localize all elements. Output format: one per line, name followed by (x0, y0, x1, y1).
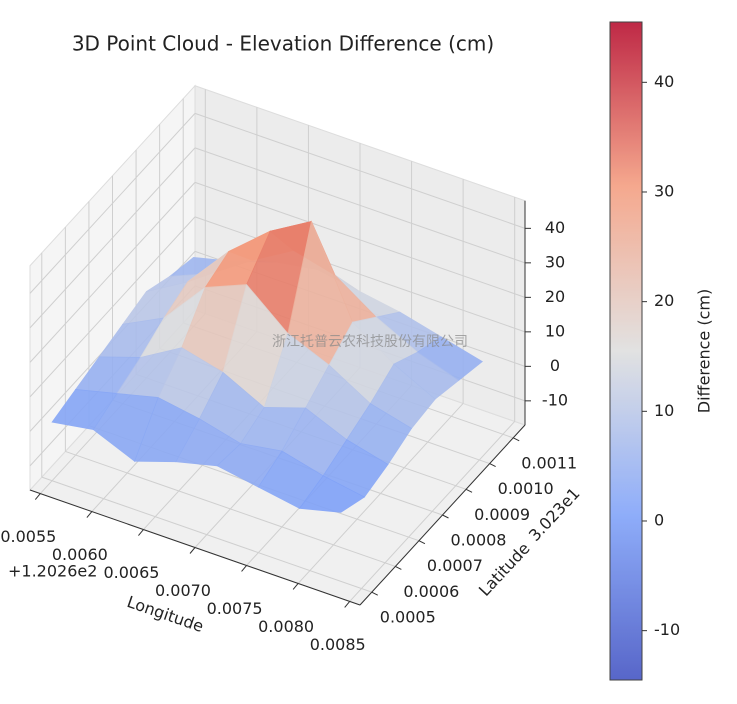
z-grid-line (194, 181, 526, 298)
x-tick-label: 0.0070 (155, 581, 211, 600)
z-grid-line (29, 113, 196, 294)
x-tick (292, 583, 299, 590)
colorbar-tick-label: 0 (654, 510, 664, 529)
z-tick-label: 40 (545, 218, 565, 237)
x-tick (241, 565, 247, 572)
y-tick-label: 0.0009 (474, 505, 530, 524)
y-tick (512, 437, 520, 442)
z-tick-label: 30 (545, 252, 565, 271)
x-tick-label: 0.0055 (0, 527, 56, 546)
x-axis (29, 489, 361, 606)
colorbar-tick-label: 40 (654, 72, 674, 91)
y-tick (489, 463, 496, 468)
watermark: 浙江托普云农科技股份有限公司 (272, 334, 468, 350)
x-tick-label: 0.0075 (207, 599, 263, 618)
x-tick (344, 601, 351, 608)
colorbar-tick-label: 20 (654, 291, 674, 310)
z-grid-line (194, 112, 526, 229)
x-tick-label: 0.0085 (310, 635, 366, 654)
y-tick (465, 488, 473, 493)
y-tick (418, 540, 426, 545)
y-tick (442, 514, 449, 519)
y-tick-label: 0.0008 (451, 531, 507, 550)
z-tick-label: 0 (550, 356, 560, 375)
z-tick-label: -10 (542, 390, 568, 409)
y-tick-label: 0.0006 (403, 582, 459, 601)
z-grid-line (194, 216, 526, 333)
x-offset-label: +1.2026e2 (8, 562, 97, 581)
colorbar-label: Difference (cm) (695, 289, 714, 413)
surface-patch (298, 475, 366, 513)
y-tick-label: 0.0011 (521, 453, 577, 472)
z-grid-line (194, 147, 526, 264)
y-grid-line (41, 476, 372, 593)
x-tick (86, 511, 93, 518)
y-tick-label: 0.0010 (498, 479, 554, 498)
z-tick-label: 10 (545, 321, 565, 340)
x-tick-label: 0.0060 (52, 545, 108, 564)
y-tick-label: 0.0005 (380, 608, 436, 627)
z-tick-label: 20 (545, 287, 565, 306)
x-tick (34, 493, 41, 500)
y-tick (395, 565, 402, 570)
z-grid-line (29, 216, 196, 398)
colorbar-tick-label: 30 (654, 181, 674, 200)
colorbar-tick-label: -10 (654, 620, 680, 639)
z-grid-line (29, 147, 196, 329)
x-tick-label: 0.0080 (258, 617, 314, 636)
y-tick-label: 0.0007 (427, 556, 483, 575)
x-tick (189, 547, 196, 554)
x-tick (138, 529, 144, 536)
colorbar-tick-label: 10 (654, 401, 674, 420)
x-tick-label: 0.0065 (103, 563, 159, 582)
z-grid-line (29, 182, 196, 363)
y-tick (371, 591, 379, 596)
chart-title: 3D Point Cloud - Elevation Difference (c… (72, 32, 494, 56)
y-grid-line (65, 450, 396, 567)
y-axis (359, 424, 526, 606)
colorbar (609, 21, 643, 681)
